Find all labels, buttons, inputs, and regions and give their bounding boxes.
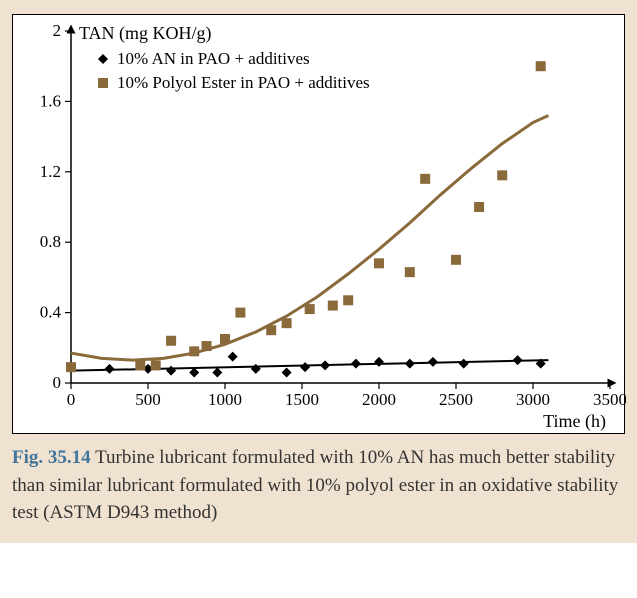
svg-text:500: 500 bbox=[135, 390, 161, 409]
chart-plot-area: 0 500 1000 1500 2000 2500 3000 3500 0 0.4 0.8 1.2 1.… bbox=[12, 14, 625, 434]
svg-text:2500: 2500 bbox=[439, 390, 473, 409]
svg-text:1500: 1500 bbox=[285, 390, 319, 409]
svg-text:TAN (mg KOH/g): TAN (mg KOH/g) bbox=[79, 23, 212, 44]
svg-text:3000: 3000 bbox=[516, 390, 550, 409]
svg-text:3500: 3500 bbox=[593, 390, 626, 409]
svg-text:0: 0 bbox=[67, 390, 76, 409]
figure-label: Fig. 35.14 bbox=[12, 447, 91, 468]
svg-text:10% AN in PAO + additives: 10% AN in PAO + additives bbox=[117, 49, 310, 68]
svg-text:0.8: 0.8 bbox=[40, 232, 61, 251]
svg-text:0: 0 bbox=[53, 373, 62, 392]
svg-text:10% Polyol Ester in PAO + addi: 10% Polyol Ester in PAO + additives bbox=[117, 73, 370, 92]
svg-text:1.2: 1.2 bbox=[40, 162, 61, 181]
svg-text:1.6: 1.6 bbox=[40, 91, 61, 110]
chart-svg: 0 500 1000 1500 2000 2500 3000 3500 0 0.4 0.8 1.2 1.… bbox=[13, 15, 626, 435]
figure-caption: Fig. 35.14 Turbine lubricant formulated … bbox=[12, 444, 625, 527]
svg-text:2: 2 bbox=[53, 21, 62, 40]
svg-text:1000: 1000 bbox=[208, 390, 242, 409]
figure-caption-text: Turbine lubricant formulated with 10% AN… bbox=[12, 447, 618, 523]
svg-text:0.4: 0.4 bbox=[40, 303, 62, 322]
figure-container: 0 500 1000 1500 2000 2500 3000 3500 0 0.4 0.8 1.2 1.… bbox=[0, 0, 637, 543]
svg-text:Time (h): Time (h) bbox=[543, 411, 606, 432]
svg-text:2000: 2000 bbox=[362, 390, 396, 409]
